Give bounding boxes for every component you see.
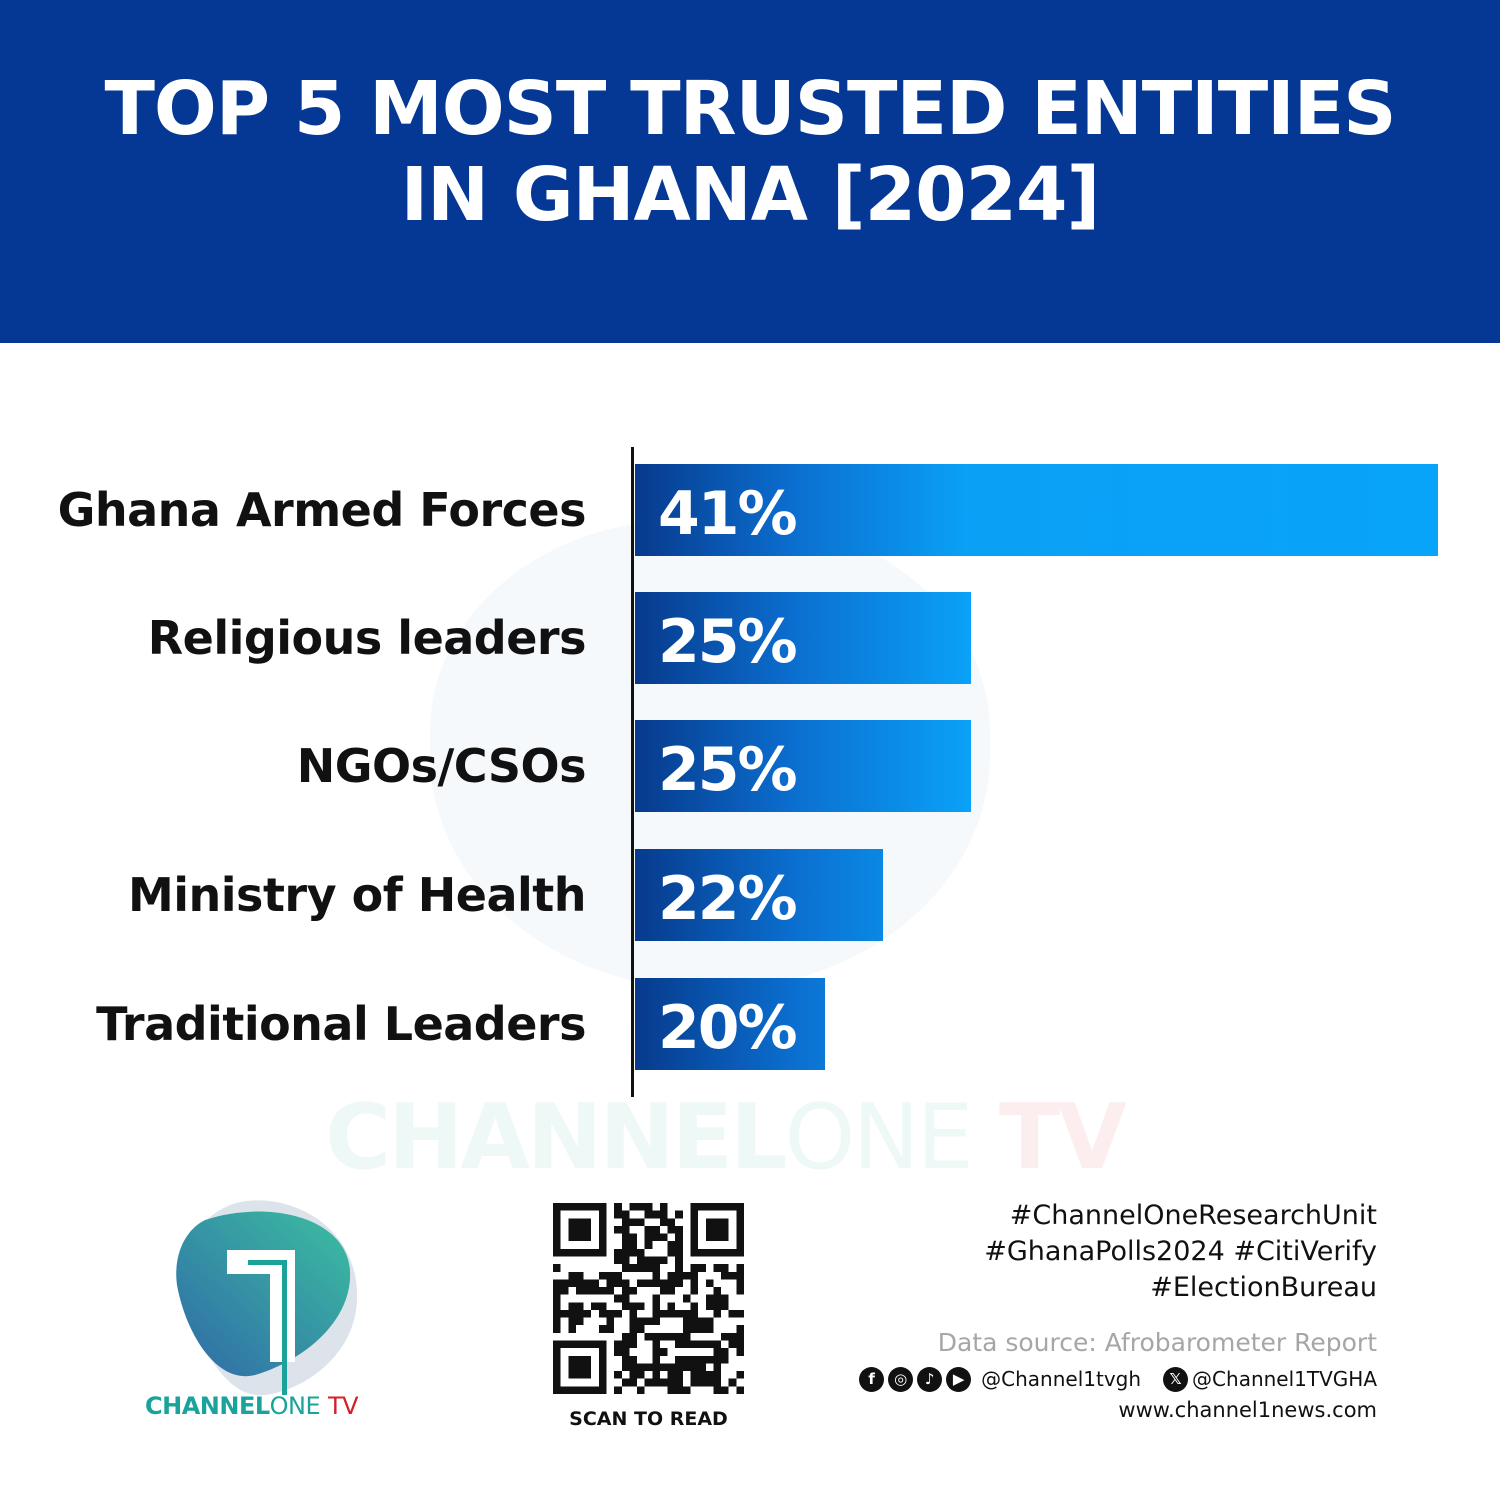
title-line-1: TOP 5 MOST TRUSTED ENTITIES (104, 65, 1396, 152)
logo-wordmark: CHANNELONE TV (145, 1392, 359, 1420)
bar (635, 592, 971, 684)
title-line-2: IN GHANA [2024] (400, 151, 1101, 238)
youtube-icon[interactable]: ▶ (946, 1366, 972, 1392)
bar (635, 978, 825, 1070)
bar (635, 720, 971, 812)
category-label: Religious leaders (147, 611, 587, 665)
data-source: Data source: Afrobarometer Report (937, 1328, 1377, 1357)
bar-value-label: 25% (658, 607, 798, 677)
watermark-brand2: ONE (784, 1085, 974, 1190)
qr-caption: SCAN TO READ (569, 1408, 728, 1430)
category-label: Ghana Armed Forces (57, 483, 587, 537)
header-banner: TOP 5 MOST TRUSTED ENTITIES IN GHANA [20… (0, 0, 1500, 343)
bar (635, 849, 884, 941)
website-link[interactable]: www.channel1news.com (1118, 1398, 1377, 1422)
hashtag-line: #GhanaPolls2024 #CitiVerify (984, 1236, 1377, 1267)
social-handles: f ◎ ♪ ▶ @Channel1tvgh 𝕏 @Channel1TVGHA (859, 1364, 1377, 1394)
facebook-icon[interactable]: f (859, 1366, 885, 1392)
instagram-icon[interactable]: ◎ (888, 1366, 914, 1392)
bar-value-label: 25% (658, 735, 798, 805)
bar-value-label: 20% (658, 993, 798, 1063)
x-handle[interactable]: @Channel1TVGHA (1192, 1367, 1377, 1391)
channel-one-logo-icon (176, 1200, 358, 1396)
bar-value-label: 22% (658, 864, 798, 934)
logo-brand3: TV (328, 1392, 359, 1420)
category-label: NGOs/CSOs (296, 739, 587, 793)
social-handle[interactable]: @Channel1tvgh (981, 1367, 1142, 1391)
logo-brand2: ONE (269, 1392, 321, 1420)
bar (635, 464, 1438, 556)
footer-info: #ChannelOneResearchUnit #GhanaPolls2024 … (859, 1198, 1377, 1422)
bar-value-label: 41% (658, 479, 798, 549)
hashtag-line: #ChannelOneResearchUnit (1009, 1200, 1377, 1231)
tiktok-icon[interactable]: ♪ (917, 1366, 943, 1392)
y-axis-line (631, 447, 634, 1097)
x-icon[interactable]: 𝕏 (1163, 1366, 1189, 1392)
category-label: Ministry of Health (128, 868, 587, 922)
qr-code[interactable] (553, 1203, 744, 1394)
watermark-brand3: TV (998, 1085, 1127, 1190)
watermark-brand: CHANNEL (325, 1085, 787, 1190)
logo-brand: CHANNEL (145, 1392, 270, 1420)
watermark: CHANNELONE TV (325, 1085, 1127, 1190)
hashtag-line: #ElectionBureau (1150, 1272, 1377, 1303)
category-label: Traditional Leaders (96, 997, 586, 1051)
